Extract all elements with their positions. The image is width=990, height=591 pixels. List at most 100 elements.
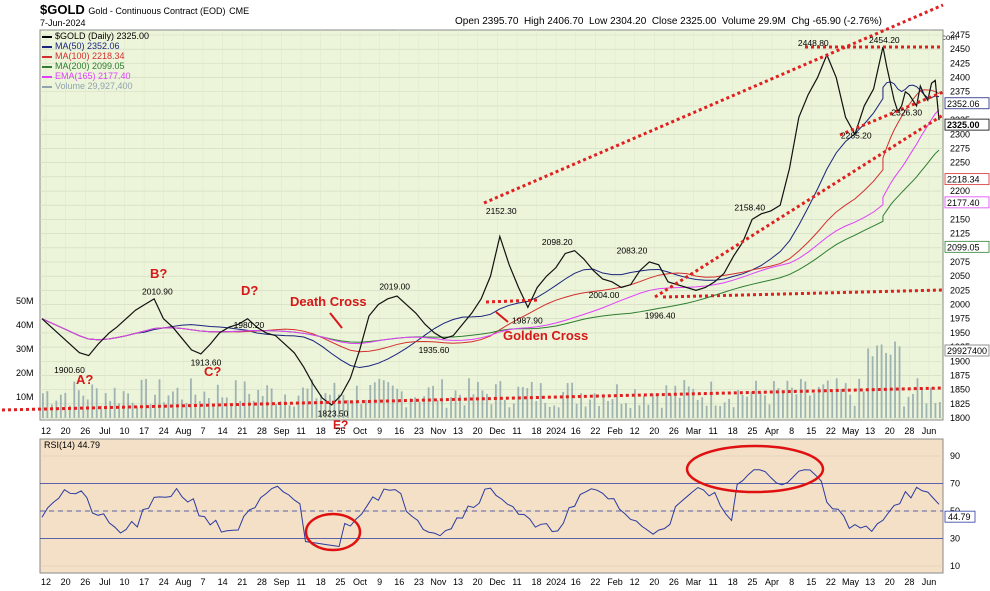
volume-bar (826, 380, 829, 418)
volume-bar (64, 392, 67, 418)
volume-bar (243, 381, 246, 418)
x-tick-label: 7 (200, 426, 205, 436)
right-price-axis: 1800182518501875190019251950197520002025… (16, 30, 990, 423)
volume-bar (786, 380, 789, 418)
volume-bar (580, 393, 582, 418)
price-labels: 1900.60 2010.90 1913.60 1980.20 1823.50 2019.… (54, 35, 922, 419)
volume-bar (728, 398, 731, 418)
volume-bar (741, 394, 744, 418)
x-tick-label-rsi: Nov (430, 577, 447, 587)
x-tick-label-rsi: 25 (335, 577, 345, 587)
x-tick-label-rsi: Jun (922, 577, 937, 587)
volume-bar (759, 392, 762, 418)
chart-date: 7-Jun-2024 (40, 18, 86, 28)
rsi-line (41, 469, 940, 548)
volume-bar (320, 394, 322, 418)
rsi-overbought-circle (685, 444, 825, 494)
volume-bar (275, 403, 278, 418)
volume-bar (687, 386, 690, 418)
x-tick-label-rsi: 11 (296, 577, 305, 587)
volume-bar (921, 388, 923, 418)
volume-bar (346, 400, 349, 418)
volume-bar (248, 393, 251, 418)
legend-item: Volume 29,927,400 (42, 81, 133, 92)
rsi-tick-label: 70 (950, 479, 960, 489)
x-tick-label: 20 (649, 426, 659, 436)
volume-bar (737, 389, 739, 418)
price-tick-label: 1825 (950, 399, 970, 409)
x-tick-label: 16 (571, 426, 581, 436)
volume-bar (616, 384, 618, 418)
volume-bar (642, 395, 645, 418)
x-tick-label-rsi: 25 (747, 577, 757, 587)
right-axis-box (944, 196, 990, 209)
x-tick-label: Dec (489, 426, 506, 436)
x-tick-label-rsi: Dec (489, 577, 506, 587)
x-tick-label: 25 (747, 426, 757, 436)
volume-bar (131, 402, 134, 418)
volume-bar (185, 402, 188, 418)
right-axis-box (944, 97, 990, 110)
right-axis-box (944, 118, 990, 131)
volume-bar (795, 394, 798, 418)
volume-bar (360, 404, 363, 418)
volume-bar (279, 401, 282, 418)
volume-bar (436, 399, 439, 418)
volume-bar (535, 401, 538, 418)
x-tick-label-rsi: 21 (237, 577, 247, 587)
x-tick-label-rsi: 22 (826, 577, 836, 587)
volume-bar (472, 394, 475, 418)
x-tick-label-rsi: 16 (394, 577, 404, 587)
price-label: 2004.00 (589, 290, 620, 300)
x-tick-label-rsi: 20 (61, 577, 71, 587)
right-axis-value: 2218.34 (947, 175, 980, 185)
rsi-title: RSI(14) 44.79 (44, 440, 100, 450)
volume-bar (638, 405, 641, 418)
volume-bar (454, 390, 457, 418)
volume-bar (755, 380, 757, 418)
x-tick-label-rsi: Mar (686, 577, 702, 587)
price-tick-label: 2150 (950, 214, 970, 224)
x-tick-label-rsi: Sep (273, 577, 289, 587)
legend-swatch-icon (42, 45, 52, 48)
volume-bar (77, 390, 80, 418)
volume-bar (266, 385, 269, 418)
x-tick-label-rsi: 7 (200, 577, 205, 587)
volume-bar (212, 403, 215, 418)
trendline (839, 90, 944, 137)
price-label: 2285.20 (841, 131, 872, 141)
volume-tick-label: 10M (16, 392, 34, 402)
rsi-tick-label: 10 (950, 561, 960, 571)
volume-bar (799, 378, 802, 418)
volume-bars (42, 341, 941, 418)
volume-bar (50, 404, 53, 418)
volume-bar (575, 403, 578, 418)
volume-bar (835, 378, 838, 418)
volume-bar (338, 394, 340, 418)
price-tick-label: 2450 (950, 44, 970, 54)
volume-bar (701, 397, 704, 418)
volume-bar (907, 396, 910, 418)
volume-tick-label: 30M (16, 344, 34, 354)
volume-bar (118, 403, 121, 418)
x-tick-label-rsi: 11 (708, 577, 717, 587)
volume-bar (669, 394, 672, 418)
rsi-oversold-circle (304, 512, 362, 552)
volume-bar (136, 406, 138, 418)
volume-bar (158, 379, 161, 418)
volume-bar (593, 393, 596, 418)
volume-bar (934, 402, 937, 418)
volume-bar (252, 400, 255, 418)
death-cross-arrow (329, 312, 343, 329)
volume-bar (351, 400, 354, 418)
volume-bar (293, 406, 295, 418)
x-tick-label: Jun (922, 426, 937, 436)
volume-bar (414, 397, 417, 418)
volume-bar (660, 407, 663, 418)
right-axis-value: 2177.40 (947, 198, 980, 208)
price-tick-label: 2275 (950, 143, 970, 153)
volume-bar (858, 378, 861, 418)
volume-bar (894, 341, 896, 418)
x-tick-label: 2024 (546, 426, 566, 436)
volume-bar (167, 395, 170, 418)
